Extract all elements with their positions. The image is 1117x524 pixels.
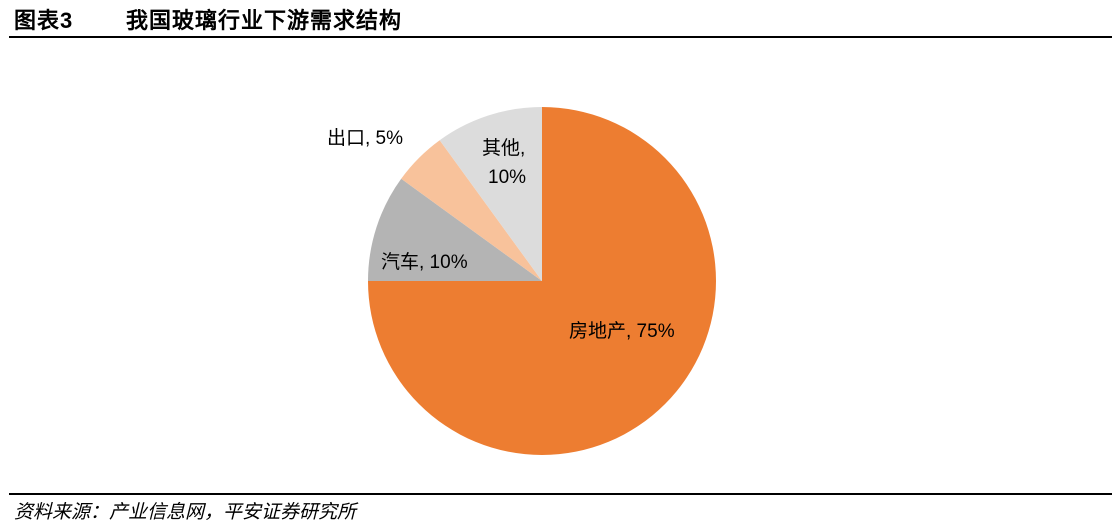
- slice-export: [401, 140, 542, 281]
- top-rule: [9, 36, 1112, 38]
- slice-auto: [368, 178, 542, 281]
- label-other-line2: 10%: [488, 167, 526, 188]
- bottom-rule: [9, 493, 1112, 495]
- label-auto: 汽车, 10%: [381, 251, 468, 273]
- figure-title: 图表3 我国玻璃行业下游需求结构: [14, 4, 402, 34]
- label-other-line1: 其他,: [482, 137, 525, 159]
- figure-number: 图表3: [14, 8, 74, 33]
- label-export: 出口, 5%: [327, 127, 403, 149]
- figure-caption: 我国玻璃行业下游需求结构: [126, 8, 403, 33]
- label-real-estate: 房地产, 75%: [569, 320, 675, 342]
- source-note: 资料来源：产业信息网，平安证券研究所: [14, 502, 357, 523]
- slice-other: [439, 106, 542, 281]
